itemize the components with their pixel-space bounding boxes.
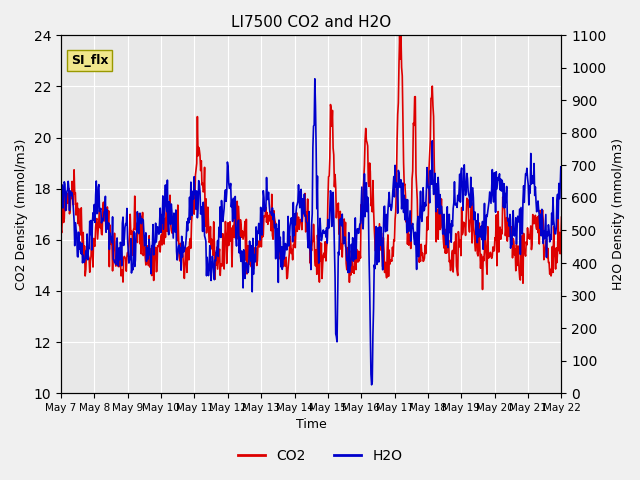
X-axis label: Time: Time [296,419,326,432]
Text: SI_flx: SI_flx [71,54,109,67]
Y-axis label: CO2 Density (mmol/m3): CO2 Density (mmol/m3) [15,139,28,290]
Y-axis label: H2O Density (mmol/m3): H2O Density (mmol/m3) [612,138,625,290]
Legend: CO2, H2O: CO2, H2O [232,443,408,468]
Title: LI7500 CO2 and H2O: LI7500 CO2 and H2O [231,15,392,30]
